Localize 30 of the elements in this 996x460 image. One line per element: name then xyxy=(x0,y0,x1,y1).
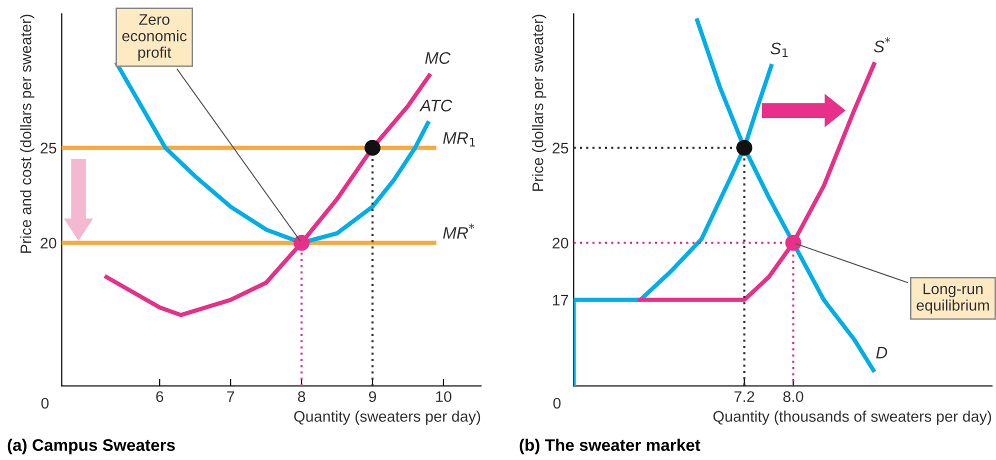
x-tick-label: 7.2 xyxy=(734,391,754,402)
series-label: S$^{*}$ xyxy=(874,37,890,52)
y-tick-label: 25 xyxy=(552,142,568,154)
y-tick-label: 20 xyxy=(40,238,56,249)
annotation: Zero economic profit xyxy=(122,14,187,61)
annotation: Long-run equilibrium xyxy=(916,284,989,314)
y-axis-title: Price (dollars per sweater) xyxy=(532,14,546,191)
series-label: MR$^{*}$ xyxy=(443,224,474,239)
series-label: ATC xyxy=(419,100,452,112)
x-axis-title: Quantity (thousands of sweaters per day) xyxy=(713,410,992,425)
series-label: MC xyxy=(425,52,451,64)
y-axis-title: Price and cost (dollars per sweater) xyxy=(20,14,34,253)
x-tick-label: 7 xyxy=(227,391,234,402)
series-label: D xyxy=(876,346,888,358)
x-tick-label: 10 xyxy=(436,391,452,402)
series-label: S$_{1}$ xyxy=(770,42,788,57)
y-tick-label: 25 xyxy=(40,142,56,154)
text: 0 xyxy=(553,398,561,409)
series-label: MR$_{1}$ xyxy=(443,132,475,146)
x-tick-label: 8 xyxy=(298,391,306,402)
text: (a) Campus Sweaters xyxy=(8,438,175,454)
text: 0 xyxy=(41,398,49,409)
x-tick-label: 8.0 xyxy=(783,391,804,402)
y-tick-label: 17 xyxy=(553,294,568,306)
text: (b) The sweater market xyxy=(520,438,700,454)
x-axis-title: Quantity (sweaters per day) xyxy=(294,410,480,425)
x-tick-label: 9 xyxy=(368,391,376,402)
y-tick-label: 20 xyxy=(552,238,568,249)
x-tick-label: 6 xyxy=(156,391,164,402)
line-series xyxy=(638,62,876,302)
